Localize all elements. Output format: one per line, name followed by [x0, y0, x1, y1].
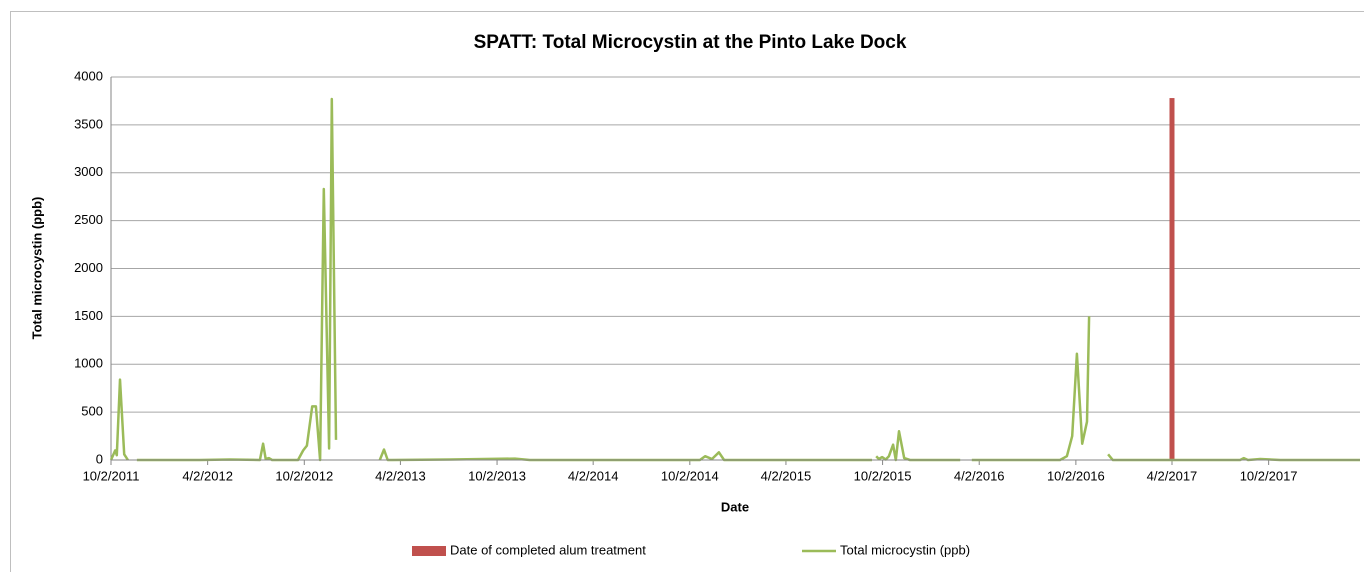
y-tick-label: 2500	[74, 212, 103, 227]
x-tick-label: 10/2/2017	[1240, 468, 1298, 483]
x-tick-label: 4/2/2017	[1147, 468, 1198, 483]
y-tick-label: 3500	[74, 116, 103, 131]
x-tick-label: 4/2/2016	[954, 468, 1005, 483]
x-tick-label: 4/2/2015	[761, 468, 812, 483]
x-tick-label: 4/2/2012	[182, 468, 233, 483]
legend-swatch	[412, 546, 446, 556]
y-tick-label: 4000	[74, 68, 103, 83]
legend-label: Total microcystin (ppb)	[840, 542, 970, 557]
y-tick-label: 2000	[74, 260, 103, 275]
x-tick-label: 10/2/2012	[275, 468, 333, 483]
chart-title: SPATT: Total Microcystin at the Pinto La…	[474, 32, 907, 53]
y-axis-label: Total microcystin (ppb)	[29, 197, 44, 340]
y-tick-label: 1000	[74, 356, 103, 371]
chart-frame	[10, 11, 1364, 572]
bar	[1169, 98, 1175, 460]
x-tick-label: 10/2/2013	[468, 468, 526, 483]
y-tick-label: 1500	[74, 308, 103, 323]
y-tick-label: 0	[96, 451, 103, 466]
x-tick-label: 10/2/2011	[83, 468, 140, 483]
x-tick-label: 4/2/2013	[375, 468, 426, 483]
x-tick-label: 4/2/2014	[568, 468, 619, 483]
legend-label: Date of completed alum treatment	[450, 542, 646, 557]
y-tick-label: 500	[81, 404, 103, 419]
x-axis-label: Date	[721, 499, 749, 514]
x-tick-label: 10/2/2015	[854, 468, 912, 483]
x-tick-label: 10/2/2016	[1047, 468, 1105, 483]
y-tick-label: 3000	[74, 164, 103, 179]
x-tick-label: 10/2/2014	[661, 468, 719, 483]
